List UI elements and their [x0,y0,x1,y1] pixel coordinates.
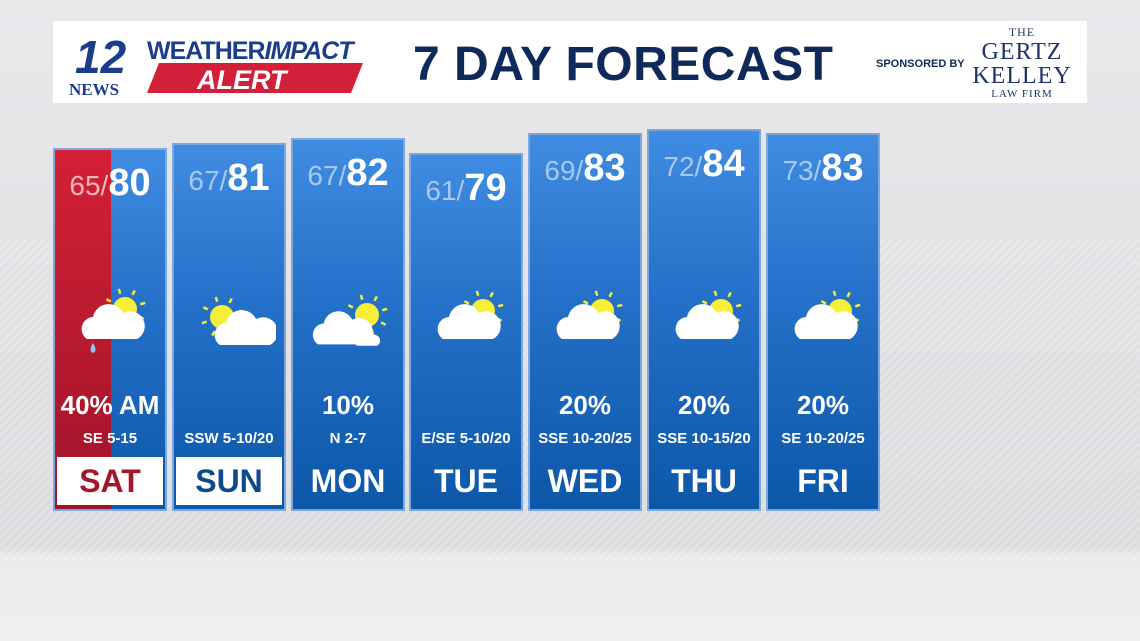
weather-impact-alert-logo: 12 NEWS WEATHERIMPACT ALERT [69,31,363,97]
day-column-tue: 61/79 E/SE 5-10/20 TUE [409,153,523,511]
page-title: 7 DAY FORECAST [413,38,834,91]
low-temp: 65/ [69,170,109,201]
temperatures: 67/81 [174,157,284,200]
wind: SSE 10-15/20 [657,430,751,447]
day-column-thu: 72/84 20% SSE 10-15/20 THU [647,129,761,511]
high-temp: 83 [583,147,626,189]
svg-text:ALERT: ALERT [196,65,289,95]
partly-sunny-icon [201,296,276,345]
low-temp: 73/ [782,155,822,186]
svg-text:WEATHERIMPACT: WEATHERIMPACT [147,37,356,65]
mostly-cloudy-icon [675,290,742,339]
precip-chance: 40% AM [60,390,160,420]
rain-partly-sunny-icon [81,288,146,353]
wind: N 2-7 [329,430,367,447]
wind: SE 10-20/25 [781,430,865,447]
day-column-wed: 69/83 20% SSE 10-20/25 WED [528,133,642,511]
day-column-fri: 73/83 20% SE 10-20/25 FRI [766,133,880,511]
day-column-mon: 67/82 10% N 2-7 MON [291,138,405,511]
temperatures: 61/79 [411,167,521,210]
temperatures: 72/84 [649,143,759,186]
day-column-sat: 65/80 40% AM SE 5-15 SAT [53,148,167,511]
wind: SSW 5-10/20 [184,430,274,447]
day-label: MON [310,463,386,499]
high-temp: 82 [346,152,389,194]
day-label: WED [547,463,623,499]
temperatures: 69/83 [530,147,640,190]
day-label: THU [671,463,737,499]
wind: SSE 10-20/25 [538,430,632,447]
day-label: FRI [797,463,849,499]
precip-chance: 10% [321,390,375,420]
day-label: TUE [434,463,498,499]
low-temp: 61/ [425,175,465,206]
sponsor-logo: THE GERTZ KELLEY LAW FIRM [972,25,1072,100]
temperatures: 73/83 [768,147,878,190]
wind: SE 5-15 [82,430,138,447]
svg-text:NEWS: NEWS [69,80,119,97]
wind: E/SE 5-10/20 [421,430,511,447]
sponsor-label: SPONSORED BY [876,58,965,70]
high-temp: 84 [702,143,745,185]
precip-chance: 20% [677,390,731,420]
high-temp: 83 [821,147,864,189]
svg-text:12: 12 [75,31,127,83]
day-column-sun: 67/81 SSW 5-10/20 SUN [172,143,286,511]
temperatures: 67/82 [293,152,403,195]
day-label: SAT [57,457,163,505]
low-temp: 67/ [188,165,228,196]
mostly-cloudy-icon [794,290,861,339]
high-temp: 79 [464,167,507,209]
header-banner: 12 NEWS WEATHERIMPACT ALERT 7 DAY FORECA… [53,21,1087,103]
mostly-cloudy-icon [437,290,504,339]
low-temp: 67/ [307,160,347,191]
temperatures: 65/80 [55,162,165,205]
day-label: SUN [176,457,282,505]
high-temp: 80 [108,162,151,204]
low-temp: 72/ [663,151,703,182]
precip-chance: 20% [558,390,612,420]
mostly-cloudy-icon [556,290,623,339]
partly-cloudy-icon [312,294,388,346]
high-temp: 81 [227,157,270,199]
low-temp: 69/ [544,155,584,186]
precip-chance: 20% [796,390,850,420]
